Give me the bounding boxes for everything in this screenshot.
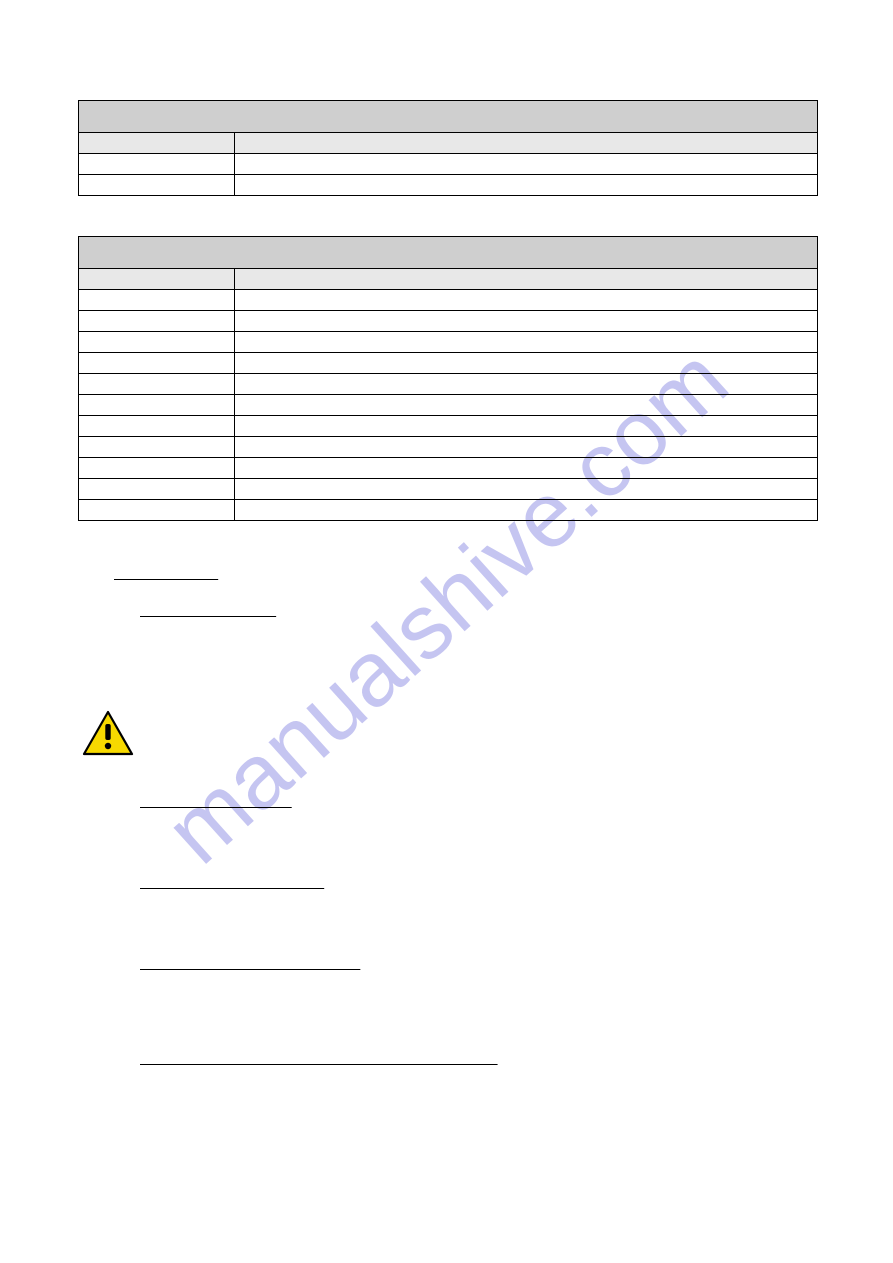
cell <box>235 290 818 311</box>
table-support-header-2 <box>235 269 818 290</box>
cell <box>235 374 818 395</box>
table-row <box>79 290 818 311</box>
cell <box>79 353 235 374</box>
cell <box>235 437 818 458</box>
cell <box>235 353 818 374</box>
cell <box>235 332 818 353</box>
step-1-title <box>140 794 818 809</box>
table-support <box>78 236 818 521</box>
cell <box>235 311 818 332</box>
table-support-header-1 <box>79 269 235 290</box>
step-3 <box>78 956 818 1029</box>
cell <box>79 479 235 500</box>
cell <box>79 395 235 416</box>
step-4-body <box>140 1072 818 1110</box>
cell <box>79 374 235 395</box>
section-subheading <box>78 602 818 618</box>
warning-icon <box>82 710 134 756</box>
cell <box>235 154 818 175</box>
section-heading <box>78 565 818 582</box>
cell <box>79 311 235 332</box>
cell <box>235 416 818 437</box>
section-installation <box>78 565 818 1110</box>
cell <box>79 458 235 479</box>
table-support-title <box>79 237 818 269</box>
cell <box>235 458 818 479</box>
table-row <box>79 175 818 196</box>
table-engines-title <box>79 101 818 133</box>
table-row <box>79 332 818 353</box>
warning-block <box>78 708 818 776</box>
cell <box>79 290 235 311</box>
step-2 <box>78 875 818 934</box>
table-engines-header-1 <box>79 133 235 154</box>
step-4-title <box>140 1051 818 1066</box>
table-row <box>79 374 818 395</box>
cell <box>79 437 235 458</box>
cell <box>79 154 235 175</box>
table-row <box>79 154 818 175</box>
table-row <box>79 353 818 374</box>
cell <box>79 332 235 353</box>
cell <box>235 395 818 416</box>
step-1 <box>78 794 818 853</box>
step-3-title <box>140 956 818 971</box>
step-2-body <box>140 896 818 934</box>
table-row <box>79 416 818 437</box>
step-3-body <box>140 977 818 1029</box>
cell <box>235 479 818 500</box>
table-row <box>79 437 818 458</box>
cell <box>235 500 818 521</box>
step-1-body <box>140 815 818 853</box>
table-engines <box>78 100 818 196</box>
section-intro-body <box>78 630 818 690</box>
cell <box>79 416 235 437</box>
table-row <box>79 395 818 416</box>
table-row <box>79 458 818 479</box>
step-2-title <box>140 875 818 890</box>
table-row <box>79 479 818 500</box>
page-content <box>78 0 818 1132</box>
table-engines-header-2 <box>235 133 818 154</box>
table-row <box>79 311 818 332</box>
table-row <box>79 500 818 521</box>
cell <box>235 175 818 196</box>
step-4 <box>78 1051 818 1110</box>
cell <box>79 500 235 521</box>
cell <box>79 175 235 196</box>
